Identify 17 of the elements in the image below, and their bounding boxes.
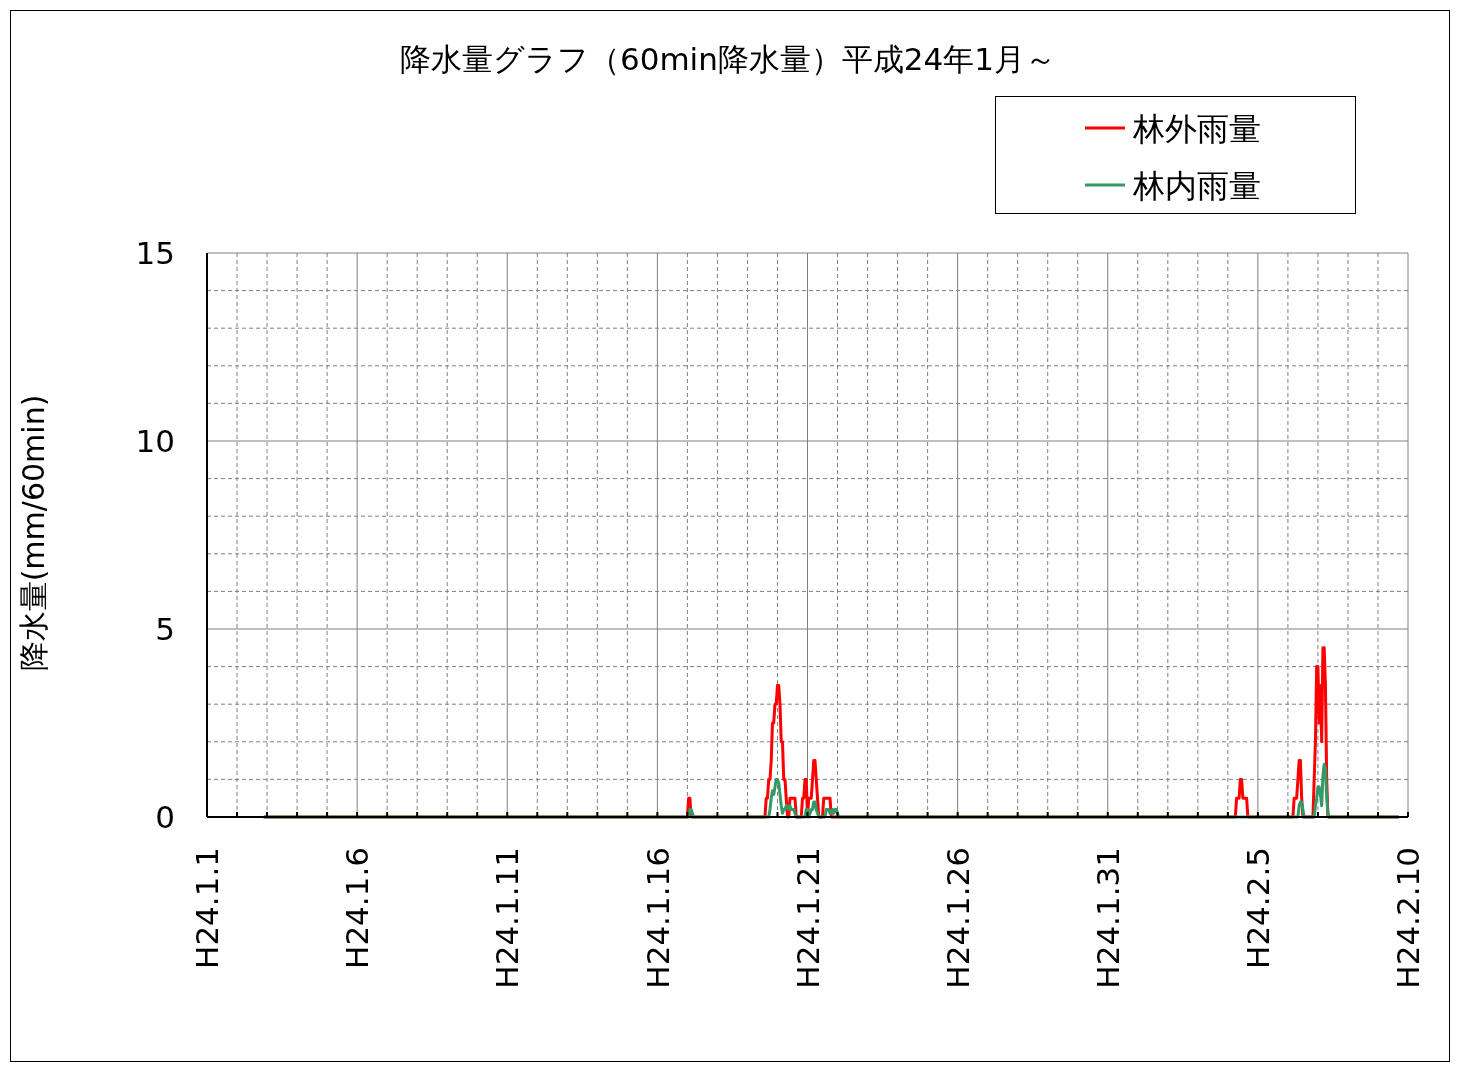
y-tick-label: 5 [155,611,175,648]
x-tick-label: H24.1.31 [1089,847,1126,989]
chart-title: 降水量グラフ（60min降水量）平成24年1月～ [399,41,1057,77]
x-tick-label: H24.1.21 [789,847,826,989]
x-tick-label: H24.1.16 [639,847,676,989]
x-tick-label: H24.2.10 [1390,847,1427,989]
x-tick-label: H24.1.26 [939,847,976,989]
y-axis-title: 降水量(mm/60min) [15,394,51,672]
legend-label: 林内雨量 [1132,166,1261,205]
y-tick-label: 15 [135,235,175,272]
x-tick-label: H24.1.11 [489,847,526,989]
y-tick-label: 0 [155,799,175,836]
x-tick-label: H24.1.6 [339,847,376,969]
legend-label: 林外雨量 [1132,109,1261,148]
x-tick-label: H24.2.5 [1240,847,1277,969]
x-tick-label: H24.1.1 [189,847,226,969]
y-tick-label: 10 [135,423,175,460]
